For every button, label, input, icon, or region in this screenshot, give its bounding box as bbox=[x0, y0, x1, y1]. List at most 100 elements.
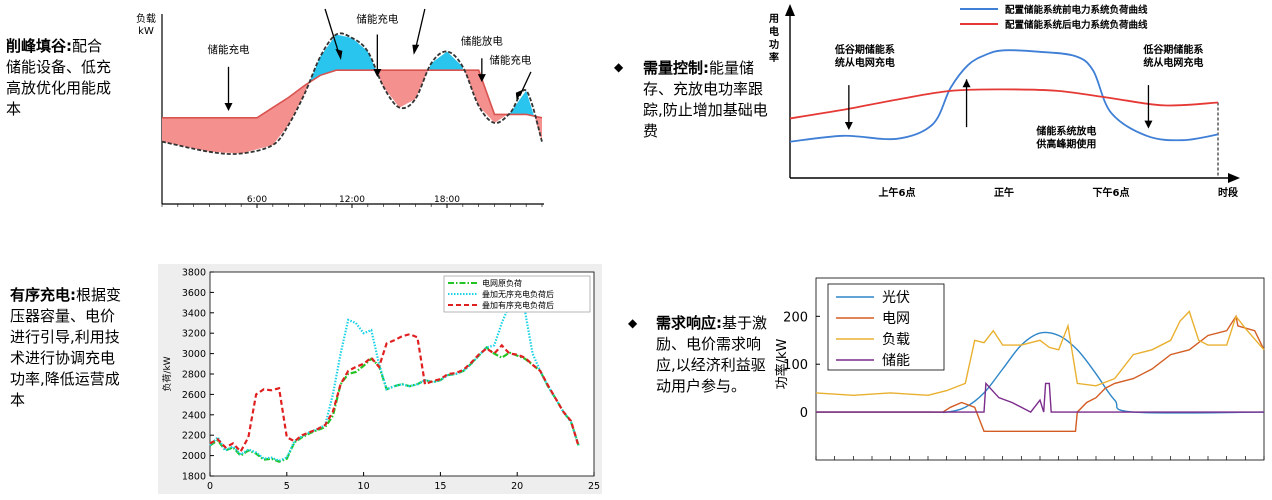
peak-x-tick-label-1: 12:00 bbox=[339, 195, 365, 205]
response-legend-label-1: 电网 bbox=[882, 311, 910, 327]
demand-annotation-1-line-1: 供高峰期使用 bbox=[1035, 137, 1096, 150]
peak-arrow-discharge-2-shaft bbox=[414, 8, 426, 50]
ordered-charging-description: 有序充电:根据变压器容量、电价进行引导,利用技术进行协调充电功率,降低运营成本 bbox=[10, 285, 122, 411]
demand-legend-label-0: 配置储能系统前电力系统负荷曲线 bbox=[1005, 4, 1148, 16]
demand-control-body: 能量储存、充放电功率跟踪,防止增加基础电费 bbox=[643, 59, 768, 140]
demand-response-description: 需求响应:基于激励、电价需求响应,以经济利益驱动用户参与。 bbox=[656, 313, 768, 397]
ordered-y-tick-label-5: 2800 bbox=[182, 370, 206, 381]
ordered-y-tick-label-9: 3600 bbox=[182, 288, 206, 299]
demand-x-axis-arrow bbox=[1228, 173, 1240, 183]
response-legend-label-2: 负载 bbox=[882, 332, 910, 348]
peak-annotation-0: 储能充电 bbox=[208, 43, 250, 56]
peak-arrow-discharge-3-head bbox=[477, 74, 486, 83]
demand-x-tick-label-1: 正午 bbox=[994, 186, 1014, 199]
peak-shaving-title: 削峰填谷: bbox=[6, 37, 72, 55]
demand-response-chart: 0 100 200 功率/kW 光伏电网负载储能 bbox=[770, 270, 1266, 496]
demand-bullet-icon: ◆ bbox=[614, 60, 624, 74]
ordered-y-tick-label-7: 3200 bbox=[182, 329, 206, 340]
peak-shaving-chart: 负载kW6:0012:0018:00储能充电储能放电储能充电储能放电储能放电储能… bbox=[126, 6, 556, 212]
peak-annotation-2: 储能充电 bbox=[356, 13, 398, 26]
peak-annotation-4: 储能放电 bbox=[461, 35, 503, 48]
ordered-series-line-1 bbox=[209, 290, 580, 462]
demand-legend-label-1: 配置储能系统后电力系统负荷曲线 bbox=[1005, 19, 1148, 31]
ordered-x-tick-label-3: 15 bbox=[434, 481, 446, 492]
demand-y-label-1: 电 bbox=[769, 25, 779, 38]
demand-arrow-middle-head bbox=[962, 79, 971, 88]
peak-y-label-0: 负载 bbox=[136, 12, 156, 25]
peak-discharge-area bbox=[429, 51, 463, 71]
peak-shaving-body: 配合储能设备、低充高放优化用能成本 bbox=[6, 37, 112, 118]
demand-y-label-3: 率 bbox=[769, 51, 779, 64]
ordered-y-label: 负荷/kW bbox=[161, 356, 173, 391]
ordered-x-tick-label-5: 25 bbox=[588, 481, 600, 492]
peak-arrow-discharge-1-head bbox=[335, 48, 343, 60]
response-legend-label-3: 储能 bbox=[882, 353, 910, 369]
response-y-label: 功率/kW bbox=[774, 338, 790, 389]
peak-shaving-description: 削峰填谷:配合储能设备、低充高放优化用能成本 bbox=[6, 36, 116, 120]
demand-control-title: 需量控制: bbox=[643, 59, 709, 77]
peak-arrow-charge-3-head bbox=[515, 89, 523, 101]
demand-control-chart: 用电功率上午6点 正午 下午6点 时段 配置储能系统前电力系统负荷曲线 配置储能系统后电力… bbox=[762, 0, 1262, 210]
peak-annotation-5: 储能充电 bbox=[489, 53, 531, 66]
demand-series-line-0 bbox=[789, 49, 1219, 143]
ordered-legend-label-1: 叠加无序充电负荷后 bbox=[482, 289, 554, 299]
peak-arrow-charge-1-head bbox=[224, 103, 233, 111]
peak-shaving-svg: 负载kW6:0012:0018:00储能充电储能放电储能充电储能放电储能放电储能… bbox=[136, 8, 544, 208]
response-legend-box bbox=[827, 283, 945, 371]
demand-y-label-0: 用 bbox=[768, 13, 779, 25]
response-series-line-1 bbox=[816, 314, 1265, 432]
demand-annotation-2-line-0: 低谷期储能系 bbox=[1142, 43, 1203, 56]
ordered-y-tick-label-10: 3800 bbox=[182, 268, 206, 279]
ordered-y-tick-label-8: 3400 bbox=[182, 308, 206, 319]
peak-load-curve bbox=[161, 32, 543, 155]
ordered-x-tick-label-1: 5 bbox=[284, 481, 290, 492]
ordered-y-tick-label-3: 2400 bbox=[182, 410, 206, 421]
ordered-y-tick-label-6: 3000 bbox=[182, 349, 206, 360]
demand-response-title: 需求响应: bbox=[656, 314, 722, 332]
response-y-tick-label-0: 0 bbox=[800, 406, 808, 421]
peak-arrow-charge-2-head bbox=[373, 69, 382, 77]
ordered-y-tick-label-4: 2600 bbox=[182, 390, 206, 401]
demand-x-label: 时段 bbox=[1218, 186, 1238, 199]
peak-arrow-discharge-1-shaft bbox=[324, 8, 340, 56]
demand-annotation-2-line-1: 统从电网充电 bbox=[1143, 56, 1203, 69]
ordered-legend-label-2: 叠加有序充电负荷后 bbox=[482, 300, 554, 310]
ordered-charging-title: 有序充电: bbox=[10, 286, 76, 304]
peak-x-tick-label-2: 18:00 bbox=[434, 195, 460, 205]
demand-arrow-left-head bbox=[844, 122, 853, 131]
ordered-x-tick-label-4: 20 bbox=[511, 481, 523, 492]
demand-annotation-0-line-1: 统从电网充电 bbox=[835, 56, 895, 69]
demand-series-line-1 bbox=[789, 88, 1219, 120]
demand-y-label-2: 功 bbox=[769, 38, 779, 51]
peak-charge-area bbox=[377, 70, 428, 108]
ordered-charging-svg: 1800 2000 2200 2400 2600 2800 3000 3200 3400 3600… bbox=[158, 264, 602, 494]
demand-control-description: 需量控制:能量储存、充放电功率跟踪,防止增加基础电费 bbox=[643, 58, 771, 142]
demand-x-tick-label-2: 下午6点 bbox=[1093, 186, 1130, 199]
peak-discharge-area bbox=[508, 90, 535, 117]
ordered-y-tick-label-0: 1800 bbox=[182, 472, 206, 483]
ordered-legend-label-0: 电网原负荷 bbox=[482, 278, 522, 288]
demand-response-body: 基于激励、电价需求响应,以经济利益驱动用户参与。 bbox=[656, 314, 768, 395]
demand-annotation-0-line-0: 低谷期储能系 bbox=[834, 43, 895, 56]
response-series-line-2 bbox=[815, 310, 1265, 397]
response-y-tick-label-1: 100 bbox=[783, 358, 808, 373]
peak-x-tick-label-0: 6:00 bbox=[247, 195, 267, 205]
ordered-y-tick-label-1: 2000 bbox=[182, 451, 206, 462]
response-bullet-icon: ◆ bbox=[628, 316, 638, 330]
ordered-x-tick-label-2: 10 bbox=[358, 481, 370, 492]
peak-y-label-1: kW bbox=[138, 26, 154, 37]
ordered-charging-chart: 1800 2000 2200 2400 2600 2800 3000 3200 3400 3600… bbox=[158, 264, 602, 494]
ordered-series-line-2 bbox=[209, 333, 580, 454]
response-series-line-3 bbox=[816, 381, 1264, 413]
peak-threshold-line bbox=[162, 69, 543, 119]
ordered-y-tick-label-2: 2200 bbox=[182, 431, 206, 442]
demand-x-tick-label-0: 上午6点 bbox=[879, 186, 916, 199]
peak-arrow-discharge-2-head bbox=[412, 44, 420, 55]
ordered-charging-body: 根据变压器容量、电价进行引导,利用技术进行协调充电功率,降低运营成本 bbox=[10, 286, 122, 409]
demand-annotation-1-line-0: 储能系统放电 bbox=[1035, 124, 1096, 137]
response-y-tick-label-2: 200 bbox=[783, 310, 808, 325]
response-legend-label-0: 光伏 bbox=[882, 290, 910, 306]
peak-charge-area bbox=[464, 70, 508, 123]
